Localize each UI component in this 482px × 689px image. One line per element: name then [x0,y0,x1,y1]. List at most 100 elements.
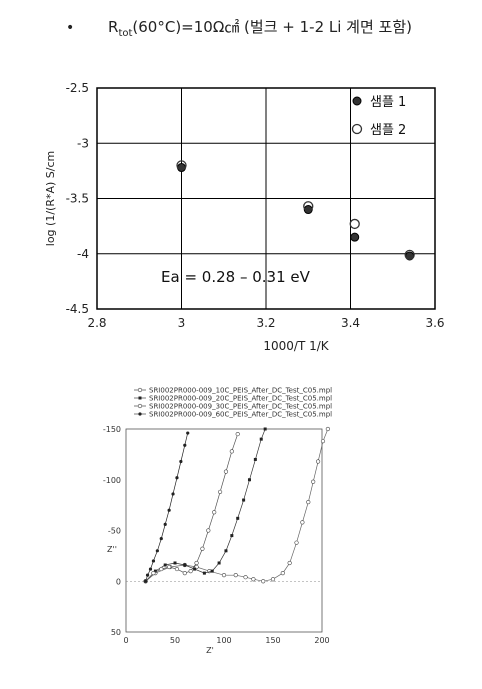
series-point [243,575,248,580]
arrhenius-tick-labels: 2.8 3 3.2 3.4 3.6 -2.5 -3 -3.5 -4 -4.5 [66,81,445,330]
sample-2-point [303,201,314,212]
series-point [173,561,177,565]
series-point [151,559,156,563]
nyquist-x-label: Z' [206,646,214,655]
legend-label: SRI002PR000-009_20C_PEIS_After_DC_Test_C… [149,395,332,403]
sample-2-point [176,160,187,171]
series-point [235,431,240,437]
nyquist-legend: SRI002PR000-009_10C_PEIS_After_DC_Test_C… [134,387,332,419]
series-point [253,457,257,461]
series-point [247,478,251,482]
series-point [236,516,240,520]
title-r: R [108,18,119,36]
x-tick-label: 50 [170,636,180,645]
series-point [167,564,172,570]
activation-energy-annotation: Ea = 0.28 – 0.31 eV [161,268,311,286]
series-point [174,566,180,572]
series-point [202,571,206,575]
legend-label: SRI002PR000-009_30C_PEIS_After_DC_Test_C… [149,403,332,411]
arrhenius-points [176,160,415,261]
series-point [186,431,190,435]
arrhenius-plot-frame [96,87,436,310]
series-point [306,499,311,505]
series-point [325,426,330,432]
title-rest: (60°C)=10Ω㎠ (벌크 + 1-2 Li 계면 포함) [132,18,412,36]
series-point [200,546,205,551]
series-line [145,433,189,582]
series-point [193,567,197,571]
arrhenius-grid [97,88,435,309]
legend-label: 샘플 2 [370,123,406,138]
sample-2-point [404,249,415,261]
series-point [183,563,187,567]
series-point [300,520,305,525]
x-tick-label: 150 [265,636,280,645]
legend-marker [137,387,143,393]
series-point [230,534,234,538]
arrhenius-chart: 2.8 3 3.2 3.4 3.6 -2.5 -3 -3.5 -4 -4.5 샘플 1 샘플 2 E… [44,81,445,353]
series-line [145,428,329,582]
series-point [144,579,148,583]
legend-marker [138,412,142,416]
series-point [259,437,263,441]
series-point [179,459,183,464]
series-point [311,479,316,484]
series-point [242,498,246,502]
y-tick-label: -3 [77,136,89,150]
legend-marker-open [351,123,363,135]
series-point [188,569,193,574]
x-tick-label: 3.4 [341,316,360,330]
nyquist-plot-frame [125,428,323,633]
nyquist-series [143,426,330,584]
x-tick-label: 100 [216,636,231,645]
legend-label: 샘플 1 [370,95,406,110]
title-sub: tot [118,28,133,39]
series-point [217,489,223,495]
legend-marker [138,396,142,400]
x-tick-label: 200 [314,636,329,645]
series-point [148,567,153,571]
series-point [194,560,199,566]
series-point [229,449,234,454]
series-point [163,522,167,527]
series-point [153,569,157,573]
series-point [261,579,266,584]
legend-label: SRI002PR000-009_10C_PEIS_After_DC_Test_C… [149,387,332,395]
x-tick-label: 3.6 [425,316,444,330]
series-point [233,573,238,578]
series-point [263,427,267,431]
series-point [320,439,326,444]
series-point [163,563,167,567]
y-tick-label: -4.5 [66,302,89,316]
header-title: Rtot(60°C)=10Ω㎠ (벌크 + 1-2 Li 계면 포함) [108,16,412,39]
y-tick-label: 0 [116,577,121,586]
series-line [145,433,239,582]
y-tick-label: -150 [103,425,121,434]
series-point [287,560,292,566]
y-tick-label: 50 [111,628,121,637]
y-tick-label: -3.5 [66,192,89,206]
y-tick-label: -2.5 [66,81,89,95]
series-point [183,443,187,447]
series-point [210,569,214,573]
legend-marker-filled [352,96,362,106]
series-point [223,469,229,474]
series-point [294,540,299,545]
y-tick-label: -50 [108,527,121,536]
sample-1-point [350,232,360,242]
y-tick-label: -4 [77,247,89,261]
series-point [270,577,276,582]
series-point [151,571,156,576]
arrhenius-x-label: 1000/T 1/K [263,339,329,353]
bullet: • [66,20,75,36]
arrhenius-y-label: log (1/(R*A) S/cm [44,151,57,246]
series-point [251,577,256,582]
series-point [175,476,179,480]
legend-label: SRI002PR000-009_60C_PEIS_After_DC_Test_C… [149,411,332,419]
series-point [221,573,227,578]
series-point [145,573,150,577]
series-point [182,571,187,576]
x-tick-label: 2.8 [87,316,106,330]
sample-2-point [349,218,360,230]
